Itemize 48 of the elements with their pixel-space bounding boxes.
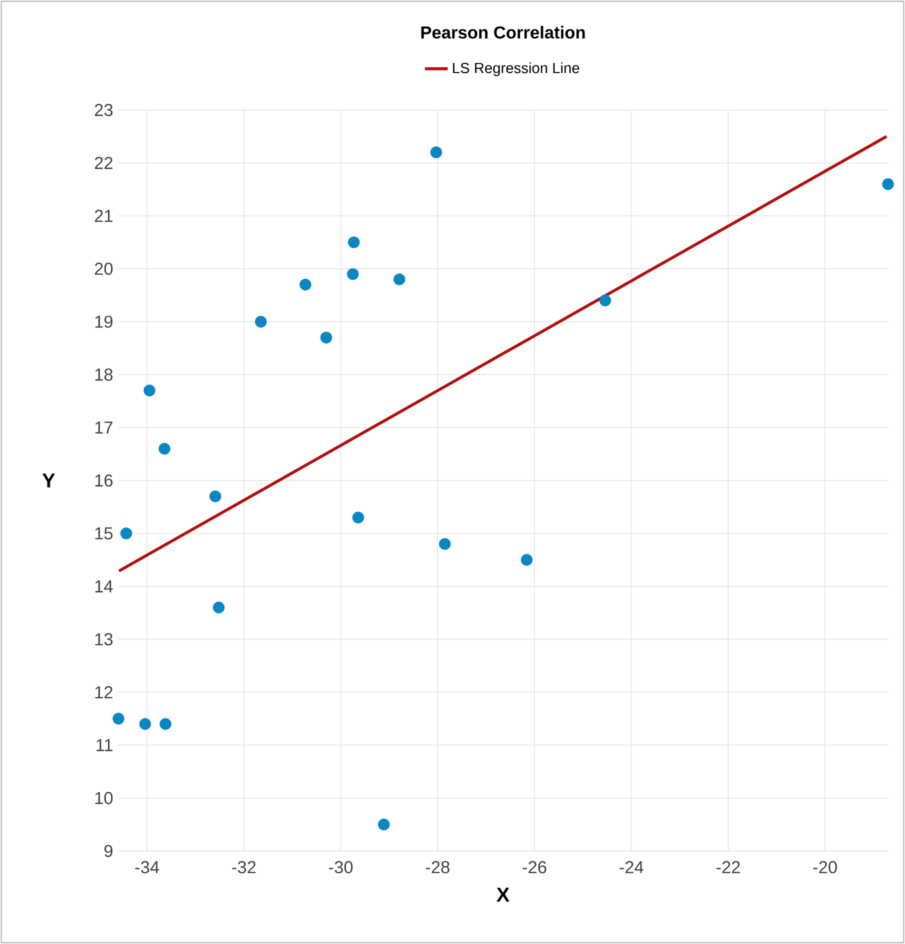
y-tick-label: 11	[96, 739, 112, 752]
y-tick-label: 23	[94, 104, 113, 116]
point	[255, 316, 267, 328]
point	[144, 384, 156, 396]
point	[139, 718, 151, 730]
y-tick-label: 17	[95, 422, 112, 434]
point	[430, 146, 442, 158]
y-tick-label: 10	[95, 792, 113, 804]
y-tick-label: 18	[95, 368, 113, 381]
x-tick-label: -28	[426, 861, 450, 874]
x-tick-label: -32	[232, 861, 256, 874]
point	[300, 278, 312, 291]
point	[212, 602, 225, 614]
x-axis-title: X	[496, 888, 510, 902]
y-tick-label: 19	[95, 316, 112, 328]
y-tick-label: 12	[95, 686, 112, 698]
x-tick-label: -24	[620, 861, 644, 874]
x-tick-label: -22	[716, 861, 740, 874]
point	[378, 818, 390, 830]
point	[209, 490, 222, 502]
point	[112, 712, 124, 725]
y-axis-title: Y	[42, 474, 56, 488]
point	[352, 512, 364, 524]
y-tick-label: 16	[95, 474, 113, 487]
y-tick-label: 14	[95, 580, 113, 592]
legend-label: LS Regression Line	[453, 62, 580, 76]
y-tick-label: 20	[94, 262, 113, 275]
point	[394, 273, 406, 286]
x-tick-label: -20	[813, 861, 837, 874]
point	[520, 554, 533, 566]
chart-title: Pearson Correlation	[421, 26, 585, 39]
x-tick-label: -30	[329, 861, 353, 874]
point	[120, 528, 132, 540]
point	[599, 294, 612, 306]
y-tick-label: 15	[95, 527, 113, 540]
x-tick-label: -26	[522, 861, 546, 874]
y-tick-label: 13	[95, 633, 113, 646]
point	[347, 268, 359, 280]
point	[882, 178, 894, 190]
point	[439, 538, 451, 550]
point	[158, 442, 170, 455]
point	[160, 718, 172, 730]
y-tick-label: 21	[94, 210, 112, 222]
point	[348, 236, 360, 248]
x-tick-label: -34	[135, 861, 160, 874]
point	[320, 332, 332, 344]
y-tick-label: 9	[104, 844, 112, 858]
y-tick-label: 22	[94, 156, 112, 169]
